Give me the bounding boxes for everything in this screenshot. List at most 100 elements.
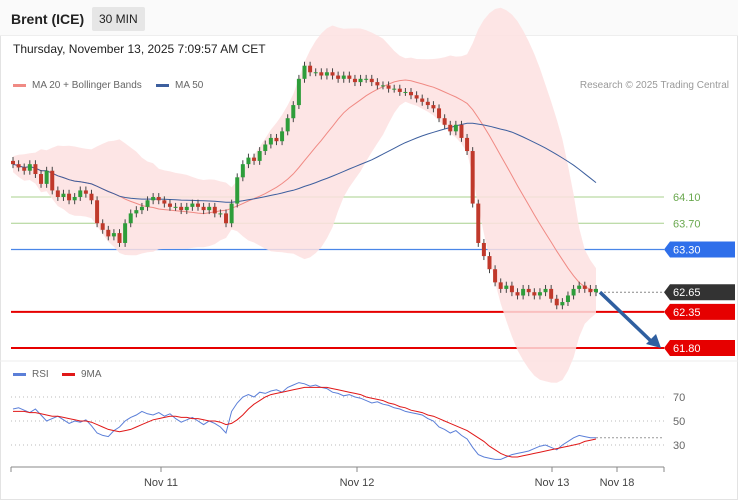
candle-body bbox=[594, 288, 598, 293]
candle bbox=[582, 281, 587, 293]
candle bbox=[257, 147, 262, 165]
candle bbox=[324, 68, 329, 80]
candle bbox=[375, 78, 380, 90]
candle bbox=[504, 281, 509, 293]
candle-body bbox=[560, 302, 565, 306]
candle-body bbox=[409, 91, 414, 96]
candle bbox=[403, 88, 408, 96]
candle bbox=[302, 61, 307, 83]
candle-body bbox=[414, 95, 419, 99]
candle bbox=[313, 68, 318, 77]
candle bbox=[397, 84, 402, 96]
candle-body bbox=[380, 85, 385, 87]
legend-swatch-rsi-ma bbox=[62, 373, 75, 376]
candle-body bbox=[336, 75, 341, 79]
candle-body bbox=[240, 164, 245, 178]
candle bbox=[162, 196, 167, 208]
candle-body bbox=[420, 98, 425, 102]
candle-body bbox=[470, 151, 475, 204]
candle bbox=[481, 239, 486, 261]
candle-body bbox=[397, 88, 402, 92]
candle-body bbox=[296, 78, 301, 106]
candle-body bbox=[72, 197, 77, 201]
candle-body bbox=[156, 197, 161, 201]
candle bbox=[498, 278, 503, 293]
candle bbox=[72, 193, 77, 205]
candle-body bbox=[543, 288, 548, 293]
candle-body bbox=[565, 295, 570, 303]
candle bbox=[549, 284, 554, 303]
candle-body bbox=[392, 88, 397, 90]
candle-body bbox=[498, 282, 503, 289]
candle-body bbox=[257, 151, 262, 161]
candle bbox=[184, 202, 189, 215]
candle-body bbox=[487, 256, 492, 270]
interval-button[interactable]: 30 MIN bbox=[92, 7, 145, 31]
level-tag-label: 62.65 bbox=[673, 287, 701, 299]
candle bbox=[291, 101, 296, 123]
candle-body bbox=[431, 105, 436, 109]
candle bbox=[437, 104, 442, 123]
candle-body bbox=[201, 206, 206, 211]
candle bbox=[448, 120, 453, 136]
candle-body bbox=[22, 167, 27, 171]
candle bbox=[409, 88, 414, 100]
candle-body bbox=[481, 242, 486, 257]
candle bbox=[95, 196, 100, 228]
candle-body bbox=[50, 170, 55, 191]
candle bbox=[207, 202, 212, 215]
candle-body bbox=[184, 206, 189, 211]
candle bbox=[89, 189, 94, 205]
candle bbox=[33, 160, 38, 178]
candle bbox=[453, 120, 458, 136]
legend-label-rsi-ma: 9MA bbox=[81, 369, 102, 380]
candle-body bbox=[302, 65, 307, 79]
candle bbox=[106, 225, 111, 241]
level-tag-label: 63.30 bbox=[673, 245, 701, 257]
candle bbox=[111, 229, 116, 241]
candle-body bbox=[151, 197, 156, 201]
legend-label-ma20: MA 20 + Bollinger Bands bbox=[32, 80, 142, 91]
candle-body bbox=[229, 203, 234, 224]
candle-body bbox=[139, 206, 144, 211]
candle-body bbox=[212, 206, 217, 214]
candle-body bbox=[521, 288, 526, 296]
level-label-64-10: 64.10 bbox=[673, 192, 701, 204]
candle-body bbox=[537, 292, 542, 296]
candle-body bbox=[39, 174, 44, 184]
candle-body bbox=[493, 269, 498, 283]
candle bbox=[224, 209, 229, 228]
instrument-title: Brent (ICE) bbox=[11, 11, 85, 27]
candle bbox=[16, 160, 21, 172]
candle bbox=[571, 284, 576, 300]
candle bbox=[201, 202, 206, 215]
x-axis-label: Nov 13 bbox=[535, 477, 570, 489]
candle bbox=[50, 166, 55, 195]
rsi-level-label-50: 50 bbox=[673, 416, 685, 428]
candle-body bbox=[319, 72, 324, 76]
candle-body bbox=[100, 223, 105, 230]
legend-swatch-rsi bbox=[13, 373, 26, 376]
legend-rsi: RSI bbox=[13, 369, 49, 380]
candle-body bbox=[459, 124, 464, 138]
candle bbox=[369, 74, 374, 87]
candle-body bbox=[476, 203, 481, 243]
candle-body bbox=[145, 200, 150, 207]
candle-body bbox=[582, 285, 587, 289]
candle bbox=[39, 170, 44, 188]
candle bbox=[515, 288, 520, 300]
candle-body bbox=[117, 233, 122, 243]
candle-body bbox=[386, 85, 391, 89]
candle bbox=[83, 186, 88, 198]
level-tag-62-65: 62.65 bbox=[664, 284, 735, 301]
candle bbox=[509, 281, 514, 297]
rsi-level-label-30: 30 bbox=[673, 440, 685, 452]
candle-body bbox=[195, 203, 200, 207]
candle-body bbox=[218, 213, 223, 215]
level-tag-bg bbox=[664, 340, 735, 356]
candle bbox=[330, 68, 335, 80]
bollinger-band bbox=[13, 7, 596, 383]
candle bbox=[543, 284, 548, 297]
candle-body bbox=[83, 190, 88, 194]
